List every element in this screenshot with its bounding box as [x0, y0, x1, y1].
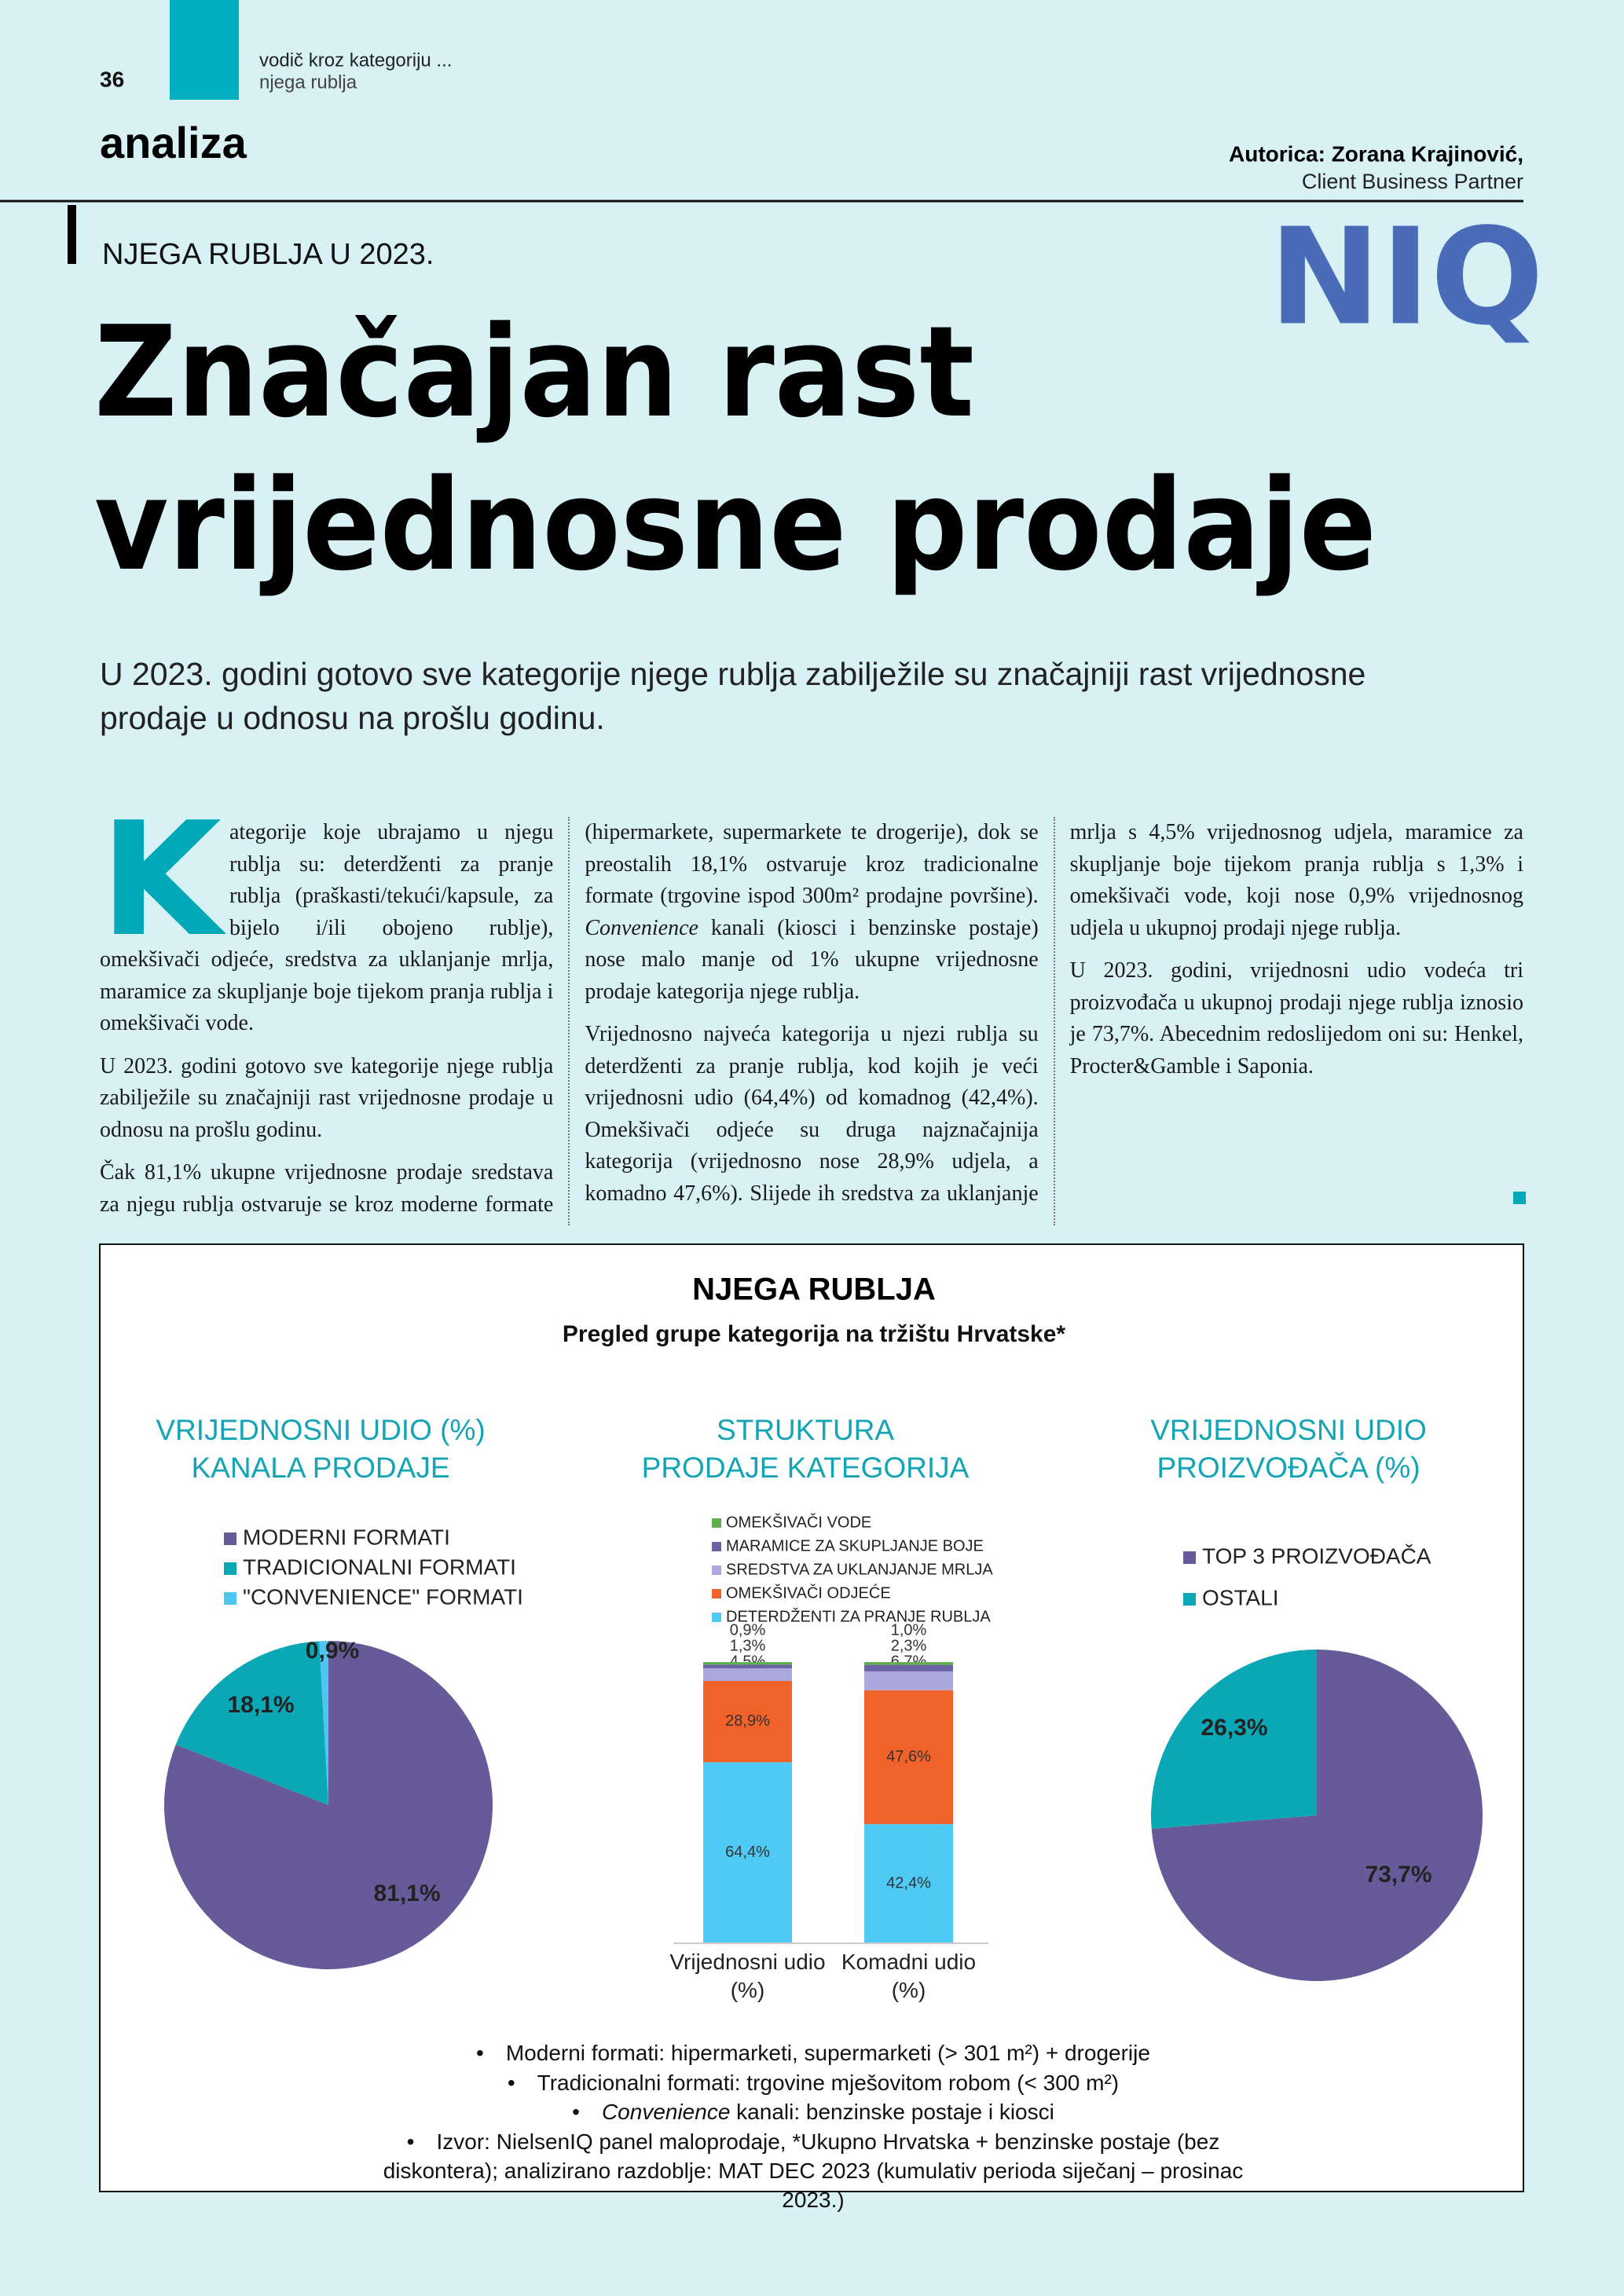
chart-title: PROIZVOĐAČA (%) — [1157, 1452, 1420, 1484]
kicker-bar — [68, 205, 76, 264]
legend-label: MARAMICE ZA SKUPLJANJE BOJE — [726, 1537, 984, 1554]
author-role: Client Business Partner — [1302, 170, 1523, 193]
note: • Izvor: NielsenIQ panel maloprodaje, *U… — [383, 2129, 1244, 2212]
x-tick-label: Vrijednosni udio (%) — [669, 1950, 826, 2002]
legend-swatch — [712, 1565, 721, 1575]
headline: Značajan rast — [94, 298, 974, 445]
data-label: 28,9% — [725, 1712, 770, 1730]
data-label: 64,4% — [725, 1844, 770, 1861]
legend-label: MODERNI FORMATI — [243, 1525, 450, 1549]
bar-segment — [864, 1690, 953, 1825]
headline: vrijednosne prodaje — [94, 452, 1377, 599]
data-label: 73,7% — [1365, 1862, 1432, 1888]
legend-swatch — [712, 1613, 721, 1622]
end-mark — [1513, 1192, 1526, 1204]
text-run: Tradicionalni formati: trgovine mješovit… — [537, 2071, 1120, 2095]
data-label: 1,3% — [730, 1637, 766, 1654]
infobox-title: NJEGA RUBLJA — [692, 1273, 936, 1307]
data-label: 18,1% — [227, 1692, 294, 1718]
data-label: 0,9% — [730, 1621, 766, 1639]
legend-label: OMEKŠIVAČI VODE — [726, 1513, 871, 1531]
legend-label: DETERDŽENTI ZA PRANJE RUBLJA — [726, 1607, 991, 1625]
paragraph-text: U 2023. godini gotovo sve kategorije nje… — [100, 1053, 554, 1142]
x-tick-label: Komadni udio (%) — [841, 1950, 977, 2002]
pie-slice — [1151, 1650, 1317, 1829]
chart-title: STRUKTURA — [717, 1414, 894, 1446]
bar-segment — [864, 1824, 953, 1943]
chart-title: KANALA PRODAJE — [191, 1452, 449, 1484]
legend-label: OSTALI — [1202, 1585, 1279, 1609]
note: • Moderni formati: hipermarketi, superma… — [476, 2041, 1150, 2065]
drop-cap: K — [100, 789, 222, 972]
data-label: 26,3% — [1201, 1715, 1267, 1741]
paragraph: U 2023. godini, vrijednosni udio vodeća … — [1070, 955, 1523, 1082]
legend-label: "CONVENIENCE" FORMATI — [243, 1584, 523, 1609]
paragraph-text: Čak 81,1% ukupne vrijednosne prodaje sre… — [100, 820, 1039, 1217]
legend-swatch — [224, 1562, 236, 1575]
data-label: 47,6% — [886, 1748, 931, 1765]
paragraph: Vrijednosno najveća kategorija u njezi r… — [585, 817, 1523, 1225]
section-line: njega rublja — [259, 71, 357, 93]
logo: NIQ — [1269, 200, 1544, 355]
data-label: 81,1% — [373, 1880, 440, 1906]
pie-slice — [1151, 1650, 1483, 1982]
author: Autorica: Zorana Krajinović, — [1229, 141, 1523, 166]
legend-swatch — [224, 1592, 236, 1605]
section-title: analiza — [100, 118, 247, 167]
legend-label: OMEKŠIVAČI ODJEĆE — [726, 1584, 891, 1602]
paragraph: U 2023. godini gotovo sve kategorije nje… — [100, 1051, 553, 1147]
text-run: Izvor: NielsenIQ panel maloprodaje, *Uku… — [383, 2129, 1244, 2212]
bar-segment — [703, 1762, 792, 1943]
legend-swatch — [712, 1518, 721, 1528]
legend-swatch — [712, 1542, 721, 1551]
bar-segment — [703, 1662, 792, 1665]
data-label: 2,3% — [891, 1637, 927, 1654]
paragraph-text: Vrijednosno najveća kategorija u njezi r… — [585, 820, 1523, 1206]
legend-swatch — [712, 1589, 721, 1598]
chart-title: PRODAJE KATEGORIJA — [642, 1452, 970, 1484]
text-run: kanali: benzinske postaje i kiosci — [730, 2100, 1054, 2124]
bar-segment — [864, 1664, 953, 1672]
paragraph-text: U 2023. godini, vrijednosni udio vodeća … — [1069, 958, 1523, 1078]
paragraph: Čak 81,1% ukupne vrijednosne prodaje sre… — [100, 817, 1039, 1225]
data-label: 0,9% — [306, 1638, 359, 1664]
text-run: Convenience — [585, 915, 698, 940]
legend-swatch — [1183, 1551, 1196, 1564]
chart-title: VRIJEDNOSNI UDIO (%) — [156, 1414, 485, 1446]
lead: U 2023. godini gotovo sve kategorije nje… — [100, 656, 1366, 736]
text-run: Moderni formati: hipermarketi, supermark… — [505, 2041, 1150, 2065]
chart-title: VRIJEDNOSNI UDIO — [1150, 1414, 1427, 1446]
bar-segment — [703, 1680, 792, 1763]
infobox-subtitle: Pregled grupe kategorija na tržištu Hrva… — [563, 1321, 1066, 1347]
text-run: Čak 81,1% ukupne vrijednosne prodaje sre… — [100, 820, 1039, 1217]
note: • Tradicionalni formati: trgovine mješov… — [507, 2071, 1120, 2095]
legend-label: TOP 3 PROIZVOĐAČA — [1202, 1543, 1432, 1568]
pie-slice — [319, 1641, 328, 1805]
legend-swatch — [224, 1532, 236, 1545]
bar-segment — [864, 1662, 953, 1665]
section-line: vodič kroz kategoriju ... — [259, 49, 452, 71]
pie-slice — [175, 1641, 328, 1805]
kicker: NJEGA RUBLJA U 2023. — [102, 238, 434, 271]
note: • Convenience kanali: benzinske postaje … — [572, 2100, 1054, 2124]
data-label: 1,0% — [891, 1621, 927, 1639]
bar-segment — [703, 1668, 792, 1681]
header-block — [170, 0, 239, 100]
legend-swatch — [1183, 1593, 1196, 1606]
legend-label: SREDSTVA ZA UKLANJANJE MRLJA — [726, 1561, 993, 1578]
page-number: 36 — [100, 67, 124, 91]
bar-segment — [864, 1671, 953, 1690]
paragraph-text: ategorije koje ubrajamo u njegu rublja s… — [100, 820, 554, 1035]
text-run: kanali (kiosci i benzinske postaje) nose… — [585, 915, 1039, 1004]
data-label: 42,4% — [886, 1874, 931, 1891]
legend-label: TRADICIONALNI FORMATI — [243, 1554, 516, 1579]
bar-segment — [703, 1664, 792, 1668]
text-run: Convenience — [601, 2100, 731, 2124]
